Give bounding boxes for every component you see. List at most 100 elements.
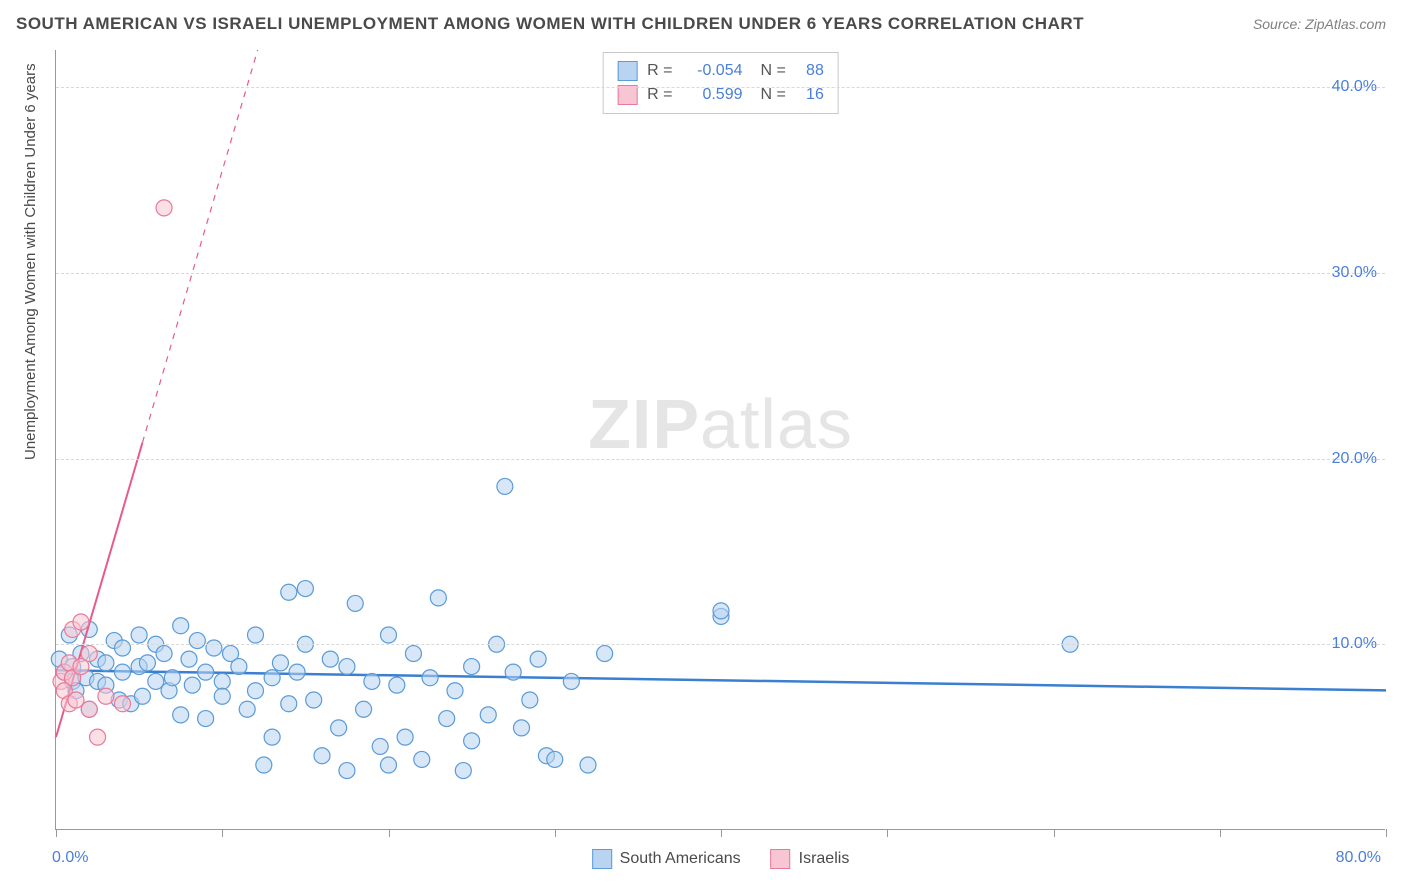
- data-point: [239, 701, 255, 717]
- data-point: [164, 670, 180, 686]
- y-tick-label: 20.0%: [1332, 450, 1377, 468]
- chart-source: Source: ZipAtlas.com: [1253, 16, 1386, 32]
- data-point: [389, 677, 405, 693]
- data-point: [198, 664, 214, 680]
- data-point: [397, 729, 413, 745]
- data-point: [464, 733, 480, 749]
- y-tick-label: 10.0%: [1332, 635, 1377, 653]
- data-point: [505, 664, 521, 680]
- data-point: [73, 614, 89, 630]
- gridline: [56, 644, 1385, 645]
- data-point: [713, 603, 729, 619]
- x-tick-label: 0.0%: [52, 849, 88, 867]
- data-point: [231, 659, 247, 675]
- data-point: [347, 595, 363, 611]
- data-point: [281, 696, 297, 712]
- plot-area: ZIPatlas R =-0.054N =88R =0.599N =16 Sou…: [55, 50, 1385, 830]
- data-point: [530, 651, 546, 667]
- legend-swatch: [592, 849, 612, 869]
- legend-item: South Americans: [592, 849, 741, 869]
- x-tick: [555, 829, 556, 837]
- chart-title: SOUTH AMERICAN VS ISRAELI UNEMPLOYMENT A…: [16, 14, 1084, 34]
- data-point: [272, 655, 288, 671]
- data-point: [547, 751, 563, 767]
- data-point: [339, 763, 355, 779]
- y-tick-label: 30.0%: [1332, 264, 1377, 282]
- data-point: [381, 627, 397, 643]
- data-point: [322, 651, 338, 667]
- data-point: [422, 670, 438, 686]
- legend-item: Israelis: [771, 849, 850, 869]
- x-tick: [721, 829, 722, 837]
- data-point: [173, 707, 189, 723]
- data-point: [206, 640, 222, 656]
- data-point: [184, 677, 200, 693]
- data-point: [447, 683, 463, 699]
- x-tick: [389, 829, 390, 837]
- data-point: [115, 640, 131, 656]
- data-point: [90, 729, 106, 745]
- legend-label: Israelis: [799, 850, 850, 868]
- gridline: [56, 459, 1385, 460]
- x-tick-label: 80.0%: [1336, 849, 1381, 867]
- data-point: [115, 696, 131, 712]
- data-point: [81, 646, 97, 662]
- data-point: [139, 655, 155, 671]
- x-tick: [1054, 829, 1055, 837]
- data-point: [115, 664, 131, 680]
- data-point: [480, 707, 496, 723]
- data-point: [331, 720, 347, 736]
- data-point: [364, 673, 380, 689]
- chart-canvas: [56, 50, 1385, 829]
- data-point: [314, 748, 330, 764]
- data-point: [339, 659, 355, 675]
- data-point: [248, 683, 264, 699]
- x-tick: [887, 829, 888, 837]
- data-point: [256, 757, 272, 773]
- data-point: [181, 651, 197, 667]
- data-point: [297, 581, 313, 597]
- data-point: [98, 655, 114, 671]
- x-tick: [1386, 829, 1387, 837]
- data-point: [514, 720, 530, 736]
- data-point: [131, 627, 147, 643]
- x-tick: [222, 829, 223, 837]
- data-point: [580, 757, 596, 773]
- y-axis-label: Unemployment Among Women with Children U…: [22, 63, 39, 460]
- data-point: [134, 688, 150, 704]
- legend-swatch: [771, 849, 791, 869]
- data-point: [248, 627, 264, 643]
- data-point: [439, 711, 455, 727]
- data-point: [563, 673, 579, 689]
- data-point: [156, 646, 172, 662]
- data-point: [372, 738, 388, 754]
- data-point: [214, 688, 230, 704]
- data-point: [156, 200, 172, 216]
- data-point: [497, 478, 513, 494]
- data-point: [522, 692, 538, 708]
- data-point: [264, 670, 280, 686]
- gridline: [56, 87, 1385, 88]
- legend-series: South Americans Israelis: [592, 849, 850, 869]
- x-tick: [56, 829, 57, 837]
- data-point: [405, 646, 421, 662]
- data-point: [289, 664, 305, 680]
- data-point: [414, 751, 430, 767]
- data-point: [430, 590, 446, 606]
- data-point: [264, 729, 280, 745]
- data-point: [189, 633, 205, 649]
- data-point: [214, 673, 230, 689]
- data-point: [281, 584, 297, 600]
- x-tick: [1220, 829, 1221, 837]
- data-point: [98, 688, 114, 704]
- data-point: [597, 646, 613, 662]
- data-point: [455, 763, 471, 779]
- data-point: [464, 659, 480, 675]
- data-point: [81, 701, 97, 717]
- trend-line-dashed: [142, 50, 257, 443]
- data-point: [381, 757, 397, 773]
- data-point: [356, 701, 372, 717]
- y-tick-label: 40.0%: [1332, 78, 1377, 96]
- data-point: [173, 618, 189, 634]
- legend-label: South Americans: [620, 850, 741, 868]
